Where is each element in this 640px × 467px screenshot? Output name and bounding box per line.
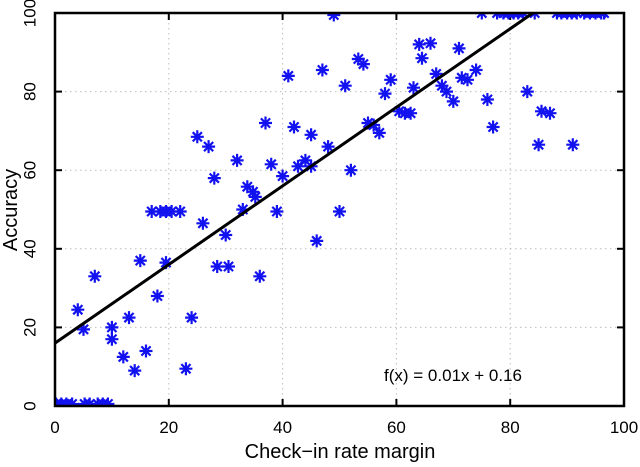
data-point-marker <box>480 93 494 106</box>
data-point-marker <box>145 205 159 218</box>
data-point-marker <box>240 180 254 194</box>
data-point-marker <box>71 303 85 317</box>
data-point-marker <box>361 116 375 130</box>
data-point-marker <box>210 260 224 273</box>
data-point-marker <box>404 106 418 120</box>
data-point-marker <box>356 57 370 71</box>
y-axis-title: Accuracy <box>0 169 22 251</box>
y-tick-label: 40 <box>21 239 40 258</box>
data-point-marker <box>415 51 429 65</box>
data-point-marker <box>424 36 437 50</box>
data-point-marker <box>310 234 324 248</box>
data-point-marker <box>248 190 262 204</box>
data-point-marker <box>412 37 426 51</box>
data-point-marker <box>566 138 580 152</box>
y-tick-label: 80 <box>21 82 40 101</box>
fit-equation-label: f(x) = 0.01x + 0.16 <box>384 366 522 385</box>
data-point-marker <box>440 85 453 99</box>
data-point-marker <box>122 311 136 325</box>
data-point-marker <box>281 69 295 83</box>
data-point-marker <box>435 79 449 93</box>
data-point-marker <box>535 104 548 118</box>
axis-frame <box>53 11 626 408</box>
data-point-marker <box>139 344 153 358</box>
data-point-marker <box>298 153 312 167</box>
data-point-marker <box>276 169 290 183</box>
x-tick-label: 80 <box>501 418 520 437</box>
data-point-marker <box>88 269 102 283</box>
data-point-marker <box>230 153 244 167</box>
data-point-marker <box>65 397 79 406</box>
y-tick-label: 0 <box>21 401 40 410</box>
x-tick-labels: 0 20 40 60 80 100 <box>50 418 638 437</box>
fit-line <box>55 13 534 345</box>
data-point-marker <box>407 81 420 95</box>
data-point-marker <box>165 205 179 218</box>
x-tick-label: 40 <box>273 418 292 437</box>
data-point-marker <box>236 203 250 216</box>
y-tick-label: 60 <box>21 161 40 180</box>
data-point-marker <box>222 260 235 273</box>
x-axis-title: Check−in rate margin <box>245 441 436 463</box>
data-point-marker <box>532 138 546 152</box>
data-point-marker <box>315 63 329 77</box>
data-point-marker <box>321 140 335 154</box>
data-point-marker <box>446 94 460 108</box>
x-tick-label: 60 <box>387 418 406 437</box>
data-point-marker <box>101 397 115 406</box>
data-point-marker <box>455 71 469 85</box>
data-point-marker <box>486 120 500 134</box>
y-tick-label: 100 <box>21 0 40 27</box>
data-point-marker <box>196 216 210 230</box>
data-point-marker <box>150 289 164 303</box>
data-point-marker <box>304 128 318 142</box>
data-point-marker <box>384 73 398 87</box>
data-point-marker <box>264 157 278 171</box>
data-point-marker <box>259 116 272 130</box>
data-point-marker <box>190 130 204 144</box>
data-point-marker <box>429 67 443 81</box>
data-point-marker <box>116 350 130 364</box>
data-point-marker <box>105 320 119 334</box>
scatter-points <box>55 13 611 406</box>
data-point-marker <box>461 73 474 87</box>
data-point-marker <box>333 205 346 218</box>
data-point-marker <box>543 106 557 120</box>
data-point-marker <box>287 120 301 134</box>
x-tick-label: 0 <box>50 418 59 437</box>
data-point-marker <box>338 79 352 93</box>
data-point-marker <box>128 364 142 378</box>
data-point-marker <box>392 104 406 118</box>
data-point-marker <box>469 63 483 77</box>
data-point-marker <box>372 126 386 140</box>
data-point-marker <box>173 205 187 218</box>
data-point-marker <box>219 228 233 242</box>
data-point-marker <box>367 118 381 132</box>
data-point-marker <box>77 322 90 336</box>
x-tick-label: 100 <box>610 418 638 437</box>
data-point-marker <box>246 185 260 199</box>
data-point-marker <box>83 397 97 406</box>
data-point-marker <box>378 87 392 101</box>
data-point-marker <box>351 52 365 66</box>
data-point-marker <box>133 254 147 268</box>
data-point-marker <box>270 205 284 218</box>
data-point-marker <box>344 163 358 177</box>
data-point-marker <box>207 171 221 185</box>
data-point-marker <box>327 13 341 22</box>
data-point-marker <box>202 140 216 154</box>
x-tick-label: 20 <box>159 418 178 437</box>
data-point-marker <box>291 159 305 173</box>
data-point-marker <box>253 269 267 283</box>
data-point-marker <box>159 256 173 270</box>
data-point-marker <box>185 311 199 325</box>
data-point-marker <box>179 362 193 376</box>
data-point-marker <box>105 332 119 346</box>
data-point-marker <box>520 85 534 99</box>
data-point-marker <box>452 41 466 55</box>
y-tick-labels: 0 20 40 60 80 100 <box>21 0 40 411</box>
y-tick-label: 20 <box>21 318 40 337</box>
